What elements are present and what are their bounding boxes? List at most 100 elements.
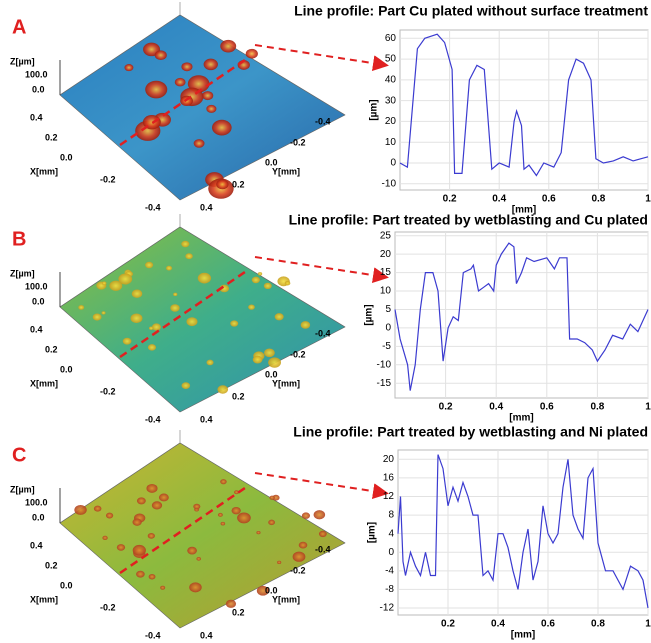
surface-feature — [206, 104, 217, 113]
x-label: X[mm] — [30, 594, 58, 604]
x-tick-label: 0.4 — [30, 112, 43, 122]
y-tick-label: -4 — [385, 565, 394, 576]
y-tick-label: 25 — [380, 230, 392, 241]
y-tick-label: -12 — [380, 603, 395, 614]
surface-feature — [230, 320, 239, 327]
y-tick-label: 8 — [388, 510, 394, 521]
y-tick-label: 10 — [385, 137, 397, 148]
x-tick-label: 0.2 — [441, 619, 455, 630]
surface-feature — [181, 382, 191, 390]
surface-feature — [263, 282, 272, 290]
surface-feature — [78, 305, 85, 310]
surface-feature — [105, 512, 114, 519]
surface-feature — [187, 546, 197, 555]
surface-feature — [185, 253, 193, 260]
surface-feature — [206, 359, 214, 366]
surface-feature — [74, 504, 87, 515]
surface-feature — [256, 530, 261, 535]
surface-feature — [118, 273, 133, 285]
x-label: X[mm] — [30, 166, 58, 176]
surface-feature — [170, 304, 180, 312]
y-tick-label: 0.0 — [265, 585, 278, 595]
profile — [399, 33, 649, 177]
surface-feature — [136, 497, 146, 505]
surface-feature — [237, 512, 251, 524]
surface-feature — [196, 556, 202, 561]
surface-feature — [248, 304, 255, 310]
y-tick-label: 15 — [380, 267, 392, 278]
surface-feature — [174, 77, 186, 87]
surface-feature — [197, 272, 212, 284]
y-tick-label: 40 — [385, 75, 397, 86]
surface-feature — [231, 506, 241, 515]
surface-feature — [101, 311, 106, 315]
x-tick-label: 0.6 — [542, 194, 556, 205]
surface-feature — [284, 281, 291, 286]
surface-feature — [202, 91, 214, 101]
x-tick-label: 0.0 — [60, 152, 73, 162]
y-tick-label: 0.4 — [200, 414, 213, 424]
surface-feature — [132, 518, 142, 526]
x-tick-label: 0.8 — [590, 402, 604, 413]
z-tick-label: 0.0 — [32, 512, 45, 522]
chart-title: Line profile: Part treated by wetblastin… — [293, 424, 648, 440]
x-tick-label: 0.2 — [45, 560, 58, 570]
surface-feature — [147, 533, 155, 539]
z-tick-label: 0.0 — [32, 296, 45, 306]
surface-feature — [93, 505, 102, 512]
y-tick-label: 0.4 — [200, 630, 213, 640]
x-tick-label: 0.6 — [540, 402, 554, 413]
surface-feature — [181, 62, 193, 72]
y-tick-label: -0.2 — [290, 137, 306, 147]
y-tick-label: 0 — [385, 323, 391, 334]
x-tick-label: 1 — [645, 402, 651, 413]
surface-feature — [160, 585, 166, 590]
surface-feature — [101, 281, 107, 286]
y-tick-label: -0.4 — [315, 544, 331, 554]
z-label: Z[µm] — [10, 268, 35, 278]
y-tick-label: 5 — [385, 304, 391, 315]
arrow — [254, 44, 389, 72]
y-tick-label: 0.2 — [232, 391, 245, 401]
y-tick-label: 20 — [383, 454, 395, 465]
surface-feature — [256, 585, 269, 596]
surface-feature — [130, 313, 143, 323]
z-label: Z[µm] — [10, 484, 35, 494]
surface-feature — [292, 551, 306, 562]
x-tick-label: -0.4 — [145, 202, 161, 212]
x-axis-label: [mm] — [509, 413, 533, 424]
surface-feature — [181, 240, 190, 248]
x-label: X[mm] — [30, 378, 58, 388]
x-axis-label: [mm] — [512, 205, 536, 216]
surface-feature — [277, 560, 282, 565]
surface-feature — [251, 276, 260, 284]
plot-area — [397, 449, 649, 616]
surface-feature — [124, 64, 134, 72]
surface-feature — [245, 48, 258, 59]
y-tick-label: 60 — [385, 33, 397, 44]
y-tick-label: 0.0 — [265, 369, 278, 379]
surface-feature — [145, 80, 168, 99]
surface-feature — [269, 495, 275, 500]
z-label: Z[µm] — [10, 56, 35, 66]
y-tick-label: -0.4 — [315, 328, 331, 338]
x-tick-label: -0.4 — [145, 630, 161, 640]
y-tick-label: 16 — [383, 473, 395, 484]
surface-feature — [193, 139, 205, 148]
y-label: Y[mm] — [272, 594, 300, 604]
x-axis-label: [mm] — [511, 630, 535, 641]
surface-feature — [268, 519, 275, 526]
y-label: Y[mm] — [272, 166, 300, 176]
chart-title: Line profile: Part treated by wetblastin… — [289, 212, 648, 228]
surface-feature — [189, 582, 202, 593]
surface-feature — [193, 503, 201, 510]
surface-feature — [136, 570, 145, 578]
profile — [394, 242, 649, 391]
z-tick-label: 100.0 — [25, 497, 48, 507]
panel-letter: A — [12, 16, 26, 38]
y-tick-label: -15 — [377, 378, 392, 389]
surface-feature — [131, 289, 143, 298]
x-tick-label: 0.4 — [491, 619, 505, 630]
surface-feature — [116, 544, 126, 551]
surface-feature — [148, 574, 156, 580]
